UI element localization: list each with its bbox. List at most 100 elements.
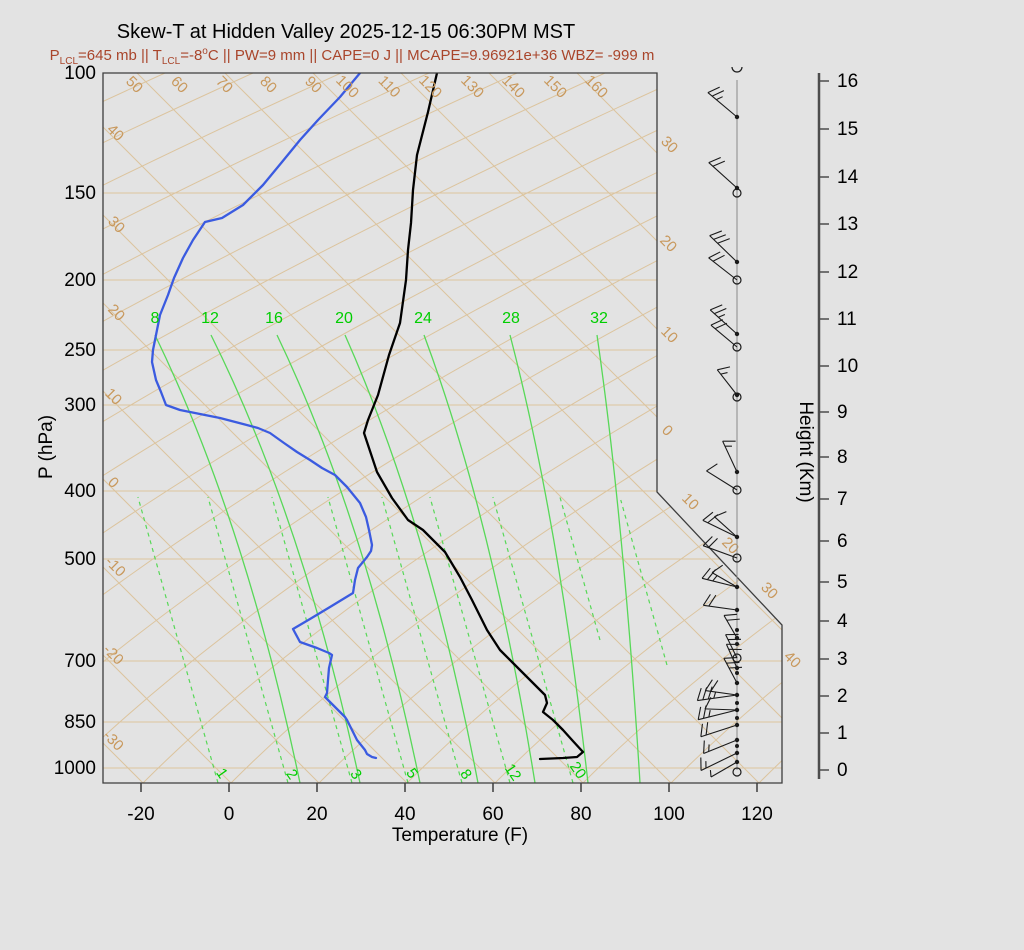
wind-barb-station (710, 319, 742, 352)
wind-barb-station (708, 156, 740, 191)
subtitle-fragment: P (49, 47, 60, 64)
wind-barb-shaft (702, 519, 738, 538)
station-circle (732, 342, 742, 352)
station-circle (732, 553, 742, 563)
isotherm-label-left: -10 (102, 553, 129, 580)
moist-adiabat-line (509, 334, 589, 783)
wind-barb-half (712, 575, 718, 582)
height-tick-label: 16 (837, 71, 858, 92)
mixing-ratio-line (207, 496, 289, 783)
height-tick-label: 9 (837, 402, 848, 423)
subtitle-fragment: =-8 (180, 47, 203, 64)
mixing-ratio-line (271, 496, 353, 783)
wind-barb-station (702, 594, 740, 613)
wind-barb-full (710, 680, 719, 692)
wind-barb-station (696, 679, 740, 702)
wind-barb-full (708, 156, 721, 164)
moist-adiabat-label: 24 (414, 310, 432, 327)
height-tick-label: 3 (837, 649, 848, 670)
wind-barb-full (712, 160, 726, 167)
station-circle (732, 188, 742, 198)
wind-barb-shaft (709, 309, 738, 335)
pressure-axis-title: P (hPa) (36, 415, 57, 479)
isotherm-label-right: 0 (658, 422, 676, 440)
wind-barb-station (732, 188, 742, 198)
pressure-tick-label: 850 (64, 712, 96, 733)
dry-adiabat-line (582, 73, 782, 783)
moist-adiabat-label: 28 (502, 310, 520, 327)
wind-barb-station (697, 697, 740, 721)
wind-barb-station (732, 767, 742, 777)
isotherm-line (752, 73, 782, 783)
mixing-ratio-label: 3 (346, 766, 365, 783)
wind-barb-full (726, 661, 740, 664)
temperature-axis-title: Temperature (F) (392, 825, 528, 846)
station-dot (735, 671, 739, 675)
station-dot (735, 716, 739, 720)
dry-adiabat-line (103, 73, 782, 783)
mixing-ratio-label: 8 (456, 766, 475, 783)
wind-barb-full (709, 230, 722, 237)
height-tick-label: 12 (837, 262, 858, 283)
wind-barb-full (710, 319, 723, 326)
wind-barb-station (701, 564, 740, 590)
isotherm-label-diagonal: 30 (757, 579, 781, 603)
dry-adiabat-line (103, 73, 694, 783)
wind-barb-station (722, 440, 740, 475)
wind-barb-station (703, 737, 740, 754)
wind-barb-shaft (708, 162, 738, 189)
station-circle (732, 767, 742, 777)
height-tick-label: 13 (837, 214, 858, 235)
height-tick-label: 4 (837, 611, 848, 632)
isotherm-label-right: 20 (656, 232, 680, 256)
pressure-tick-label: 1000 (54, 758, 96, 779)
pressure-tick-label: 700 (64, 651, 96, 672)
pressure-tick-label: 300 (64, 395, 96, 416)
wind-barb-full (714, 322, 728, 330)
pressure-tick-label: 250 (64, 340, 96, 361)
subtitle-fragment: LCL (161, 56, 181, 67)
station-dot (735, 642, 739, 646)
dry-adiabat-line (103, 73, 782, 783)
wind-barb-station (723, 657, 743, 686)
isotherm-label-top: 70 (212, 73, 236, 97)
mixing-ratio-line (492, 496, 574, 783)
height-tick-label: 15 (837, 119, 858, 140)
pressure-tick-label: 500 (64, 549, 96, 570)
wind-barb-shaft (725, 634, 738, 659)
height-axis-title: Height (Km) (795, 401, 816, 502)
wind-barb-full (706, 463, 718, 472)
dry-adiabat-line (494, 73, 782, 783)
mixing-ratio-line (327, 496, 409, 783)
x-tick-label: 0 (224, 804, 235, 825)
isotherm-label-top: 110 (375, 72, 404, 101)
wind-barb-shaft (700, 752, 738, 772)
height-tick-label: 11 (837, 309, 857, 330)
wind-barb-shaft (714, 516, 738, 538)
isotherm-line (841, 73, 1024, 783)
isotherm-label-right: 10 (657, 323, 681, 347)
wind-barb-station (707, 86, 740, 120)
height-tick-label: 1 (837, 723, 848, 744)
x-tick-label: 60 (482, 804, 503, 825)
wind-barb-full (726, 618, 740, 621)
isotherm-label-top: 90 (301, 73, 325, 97)
wind-barb-half (708, 710, 711, 718)
dry-adiabat-line (103, 73, 606, 783)
wind-barb-shaft (706, 470, 738, 491)
moist-adiabat-label: 16 (265, 310, 283, 327)
plot-clipped-layers (103, 73, 1024, 783)
height-tick-label: 7 (837, 489, 848, 510)
wind-barb-full (704, 697, 712, 710)
wind-barb-half (709, 769, 712, 778)
wind-barb-full (700, 723, 703, 737)
wind-barb-station (700, 750, 740, 772)
temperature-curve (362, 73, 585, 761)
wind-barb-full (703, 740, 705, 754)
station-circle (732, 485, 742, 495)
mixing-ratio-line-upper (559, 496, 601, 641)
wind-barb-station (706, 463, 742, 495)
dry-adiabat-line (406, 73, 782, 783)
x-tick-label: 100 (653, 804, 685, 825)
